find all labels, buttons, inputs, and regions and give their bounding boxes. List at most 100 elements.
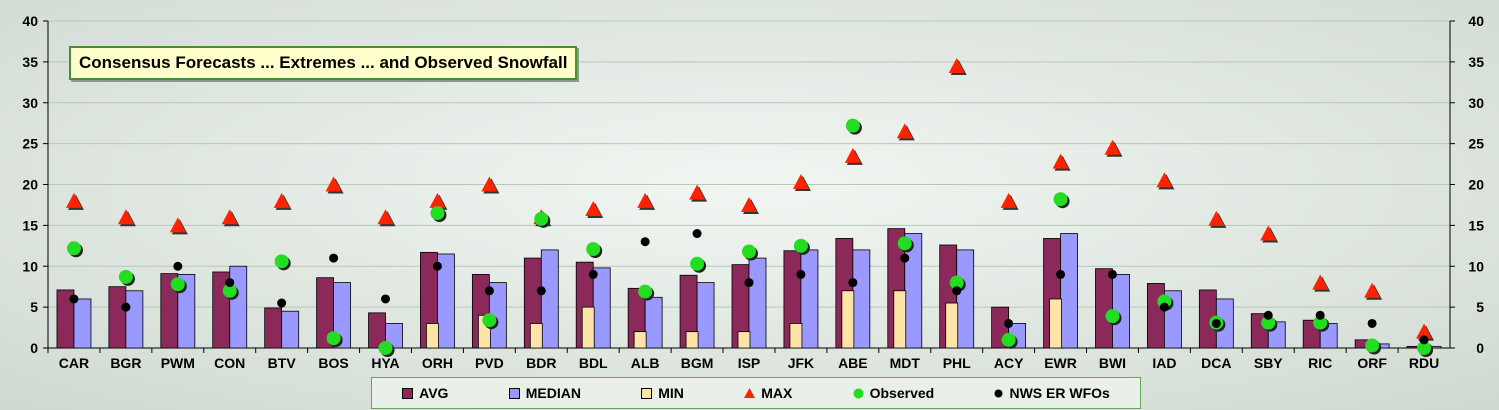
x-tick-abe: ABE — [838, 355, 868, 371]
observed-marker-car — [66, 241, 81, 256]
y-tick-right-0: 0 — [1476, 340, 1484, 356]
bar-median-con — [229, 265, 248, 349]
max-marker-sby — [1260, 225, 1277, 241]
y-tick-left-30: 30 — [22, 95, 38, 111]
max-marker-bgr — [117, 209, 134, 225]
bar-min-abe — [841, 290, 855, 349]
legend-nws-label: NWS ER WFOs — [1009, 385, 1110, 401]
bar-avg-bgr — [108, 286, 127, 349]
observed-marker-sby — [1261, 315, 1276, 330]
max-marker-phl — [948, 57, 965, 73]
legend-min-swatch — [641, 387, 653, 399]
markers — [65, 57, 1435, 357]
max-marker-acy — [1000, 192, 1017, 208]
bar-min-isp — [737, 331, 751, 349]
nws-marker-acy — [1004, 318, 1014, 328]
max-marker-bos — [325, 176, 342, 192]
x-tick-jfk: JFK — [788, 355, 814, 371]
legend-observed-label: Observed — [869, 385, 935, 401]
nws-marker-isp — [744, 278, 754, 288]
legend-max: MAX — [744, 385, 792, 401]
legend-nws-dot — [994, 389, 1003, 397]
max-marker-ewr — [1052, 153, 1069, 169]
nws-marker-iad — [1159, 302, 1169, 312]
x-tick-orf: ORF — [1357, 355, 1387, 371]
observed-marker-rdu — [1417, 341, 1432, 355]
x-tick-orh: ORH — [422, 355, 453, 371]
observed-marker-bgm — [690, 256, 705, 271]
nws-marker-dca — [1211, 318, 1221, 328]
x-tick-dca: DCA — [1201, 355, 1231, 371]
y-tick-left-5: 5 — [30, 299, 38, 315]
nws-marker-btv — [277, 298, 287, 308]
bar-median-jfk — [800, 249, 819, 349]
nws-marker-rdu — [1419, 335, 1429, 345]
max-marker-isp — [741, 196, 757, 212]
bar-avg-btv — [264, 307, 283, 349]
observed-marker-pvd — [482, 313, 497, 328]
max-marker-bwi — [1104, 139, 1121, 155]
bar-min-alb — [633, 331, 647, 349]
observed-marker-alb — [638, 284, 653, 299]
x-tick-bdl: BDL — [579, 355, 608, 371]
observed-marker-con — [222, 283, 237, 298]
nws-marker-mdt — [900, 253, 910, 263]
legend-observed: Observed — [853, 385, 935, 401]
nws-marker-hya — [381, 294, 391, 304]
bar-median-btv — [281, 310, 300, 349]
x-tick-rdu: RDU — [1409, 355, 1439, 371]
x-tick-sby: SBY — [1254, 355, 1283, 371]
nws-marker-bos — [329, 253, 339, 263]
y-tick-left-40: 40 — [22, 13, 38, 29]
bar-median-car — [73, 298, 92, 349]
x-tick-pwm: PWM — [161, 355, 195, 371]
bar-median-bgm — [696, 282, 715, 349]
bar-median-bgr — [125, 290, 144, 349]
legend-min: MIN — [641, 385, 684, 401]
bar-min-jfk — [789, 323, 803, 349]
nws-marker-pwm — [173, 261, 183, 271]
observed-marker-orf — [1365, 338, 1380, 353]
y-tick-left-35: 35 — [22, 54, 38, 70]
x-tick-phl: PHL — [943, 355, 971, 371]
bar-median-ewr — [1060, 233, 1078, 349]
nws-marker-con — [225, 278, 235, 288]
bar-min-mdt — [893, 290, 907, 349]
x-tick-btv: BTV — [268, 355, 297, 371]
legend-min-label: MIN — [658, 385, 684, 401]
legend-observed-circle — [853, 388, 864, 398]
legend-avg-swatch — [402, 387, 414, 399]
max-marker-jfk — [792, 174, 809, 190]
observed-marker-ric — [1313, 315, 1328, 330]
max-marker-pvd — [481, 176, 498, 192]
observed-marker-acy — [1001, 332, 1016, 347]
x-tick-car: CAR — [59, 355, 89, 371]
legend-median: MEDIAN — [508, 385, 581, 401]
nws-marker-bdl — [588, 269, 598, 279]
observed-marker-hya — [378, 341, 393, 355]
legend-median-label: MEDIAN — [525, 385, 581, 401]
observed-marker-isp — [742, 244, 756, 259]
legend-max-label: MAX — [761, 385, 793, 401]
nws-marker-phl — [952, 286, 962, 296]
observed-marker-bos — [326, 331, 341, 346]
bar-avg-bwi — [1095, 268, 1113, 349]
nws-marker-sby — [1263, 310, 1273, 320]
max-marker-pwm — [169, 217, 186, 233]
y-tick-left-10: 10 — [22, 258, 38, 274]
bar-median-isp — [748, 257, 767, 349]
legend-median-swatch — [508, 387, 520, 399]
bar-median-phl — [956, 249, 975, 349]
x-tick-pvd: PVD — [475, 355, 504, 371]
max-marker-car — [65, 192, 82, 208]
x-tick-bdr: BDR — [526, 355, 556, 371]
y-tick-right-30: 30 — [1468, 95, 1484, 111]
nws-marker-pvd — [484, 286, 494, 296]
nws-marker-jfk — [796, 269, 806, 279]
y-tick-left-15: 15 — [22, 217, 38, 233]
nws-marker-bgm — [692, 229, 702, 239]
observed-marker-btv — [274, 254, 289, 269]
x-tick-acy: ACY — [994, 355, 1024, 371]
x-tick-bos: BOS — [318, 355, 348, 371]
